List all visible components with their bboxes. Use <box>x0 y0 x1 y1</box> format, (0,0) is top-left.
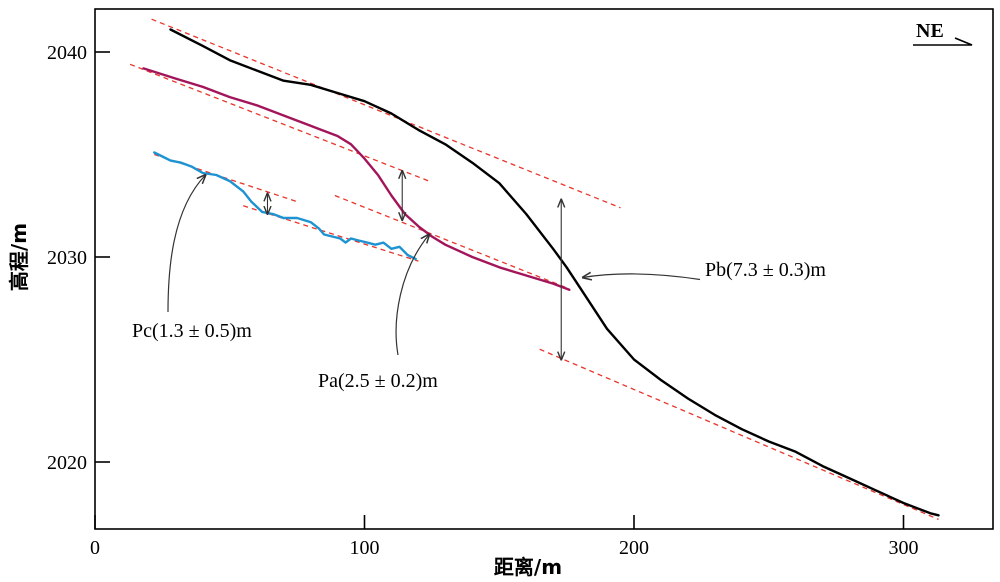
x-tick-label-200: 200 <box>619 537 649 559</box>
annotation-label-1: Pb(7.3 ± 0.3)m <box>705 259 826 281</box>
y-tick-label-2030: 2030 <box>47 247 87 269</box>
fit-line-4 <box>334 194 567 289</box>
axes: 0 100 200 300 2020 2030 2040 <box>47 42 919 559</box>
x-tick-label-300: 300 <box>889 537 919 559</box>
y-axis-title: 高程/m <box>7 223 31 291</box>
fit-line-3 <box>129 63 430 182</box>
profile-line-a <box>142 67 571 291</box>
annotation-arrow-3 <box>167 175 205 313</box>
annotation-label-2: Pa(2.5 ± 0.2)m <box>318 370 438 392</box>
y-tick-label-2020: 2020 <box>47 452 87 474</box>
profile-line-c <box>153 151 417 261</box>
plot-frame <box>94 8 994 530</box>
annotations: Pb(7.3 ± 0.3)m Pa(2.5 ± 0.2)m Pc(1.3 ± 0.5… <box>132 175 826 392</box>
direction-indicator: NE <box>913 20 973 46</box>
direction-label: NE <box>916 20 944 42</box>
y-tick-label-2040: 2040 <box>47 42 87 64</box>
x-tick-label-100: 100 <box>350 537 380 559</box>
annotation-label-3: Pc(1.3 ± 0.5)m <box>132 320 252 342</box>
annotation-arrow-1 <box>583 274 701 280</box>
profile-line-b <box>169 28 940 517</box>
x-axis-title: 距离/m <box>494 555 562 579</box>
series-lines <box>142 28 940 517</box>
offset-markers <box>267 171 561 360</box>
north-east-arrow-icon <box>913 37 973 46</box>
fit-line-1 <box>151 18 621 209</box>
fit-line-2 <box>539 348 939 520</box>
annotation-arrow-2 <box>395 234 429 356</box>
x-tick-label-0: 0 <box>90 537 100 559</box>
